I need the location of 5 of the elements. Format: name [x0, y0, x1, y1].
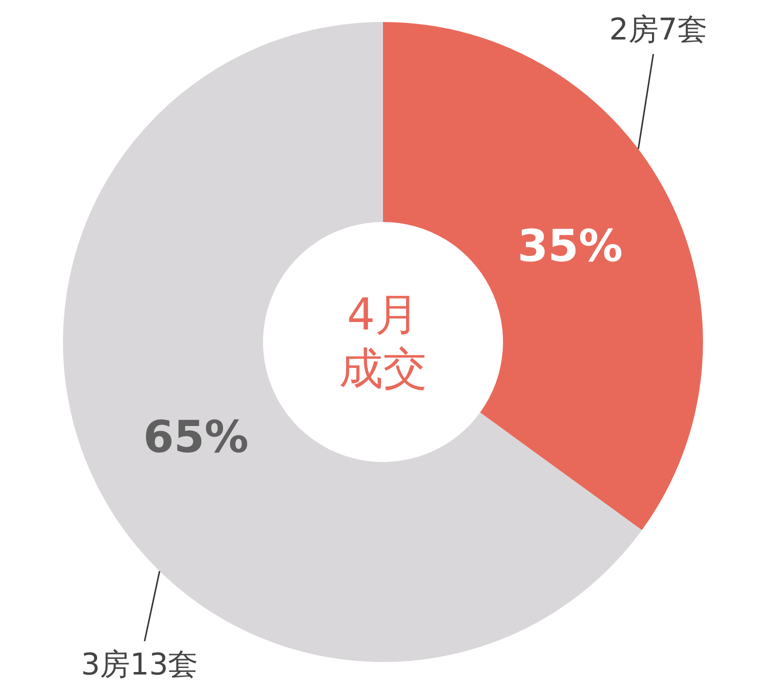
slice-label: 3房13套: [80, 648, 198, 682]
data-label: 35%: [517, 221, 623, 272]
data-label: 65%: [143, 412, 249, 463]
slice-label: 2房7套: [609, 12, 708, 48]
text: 4月成交: [339, 290, 427, 394]
